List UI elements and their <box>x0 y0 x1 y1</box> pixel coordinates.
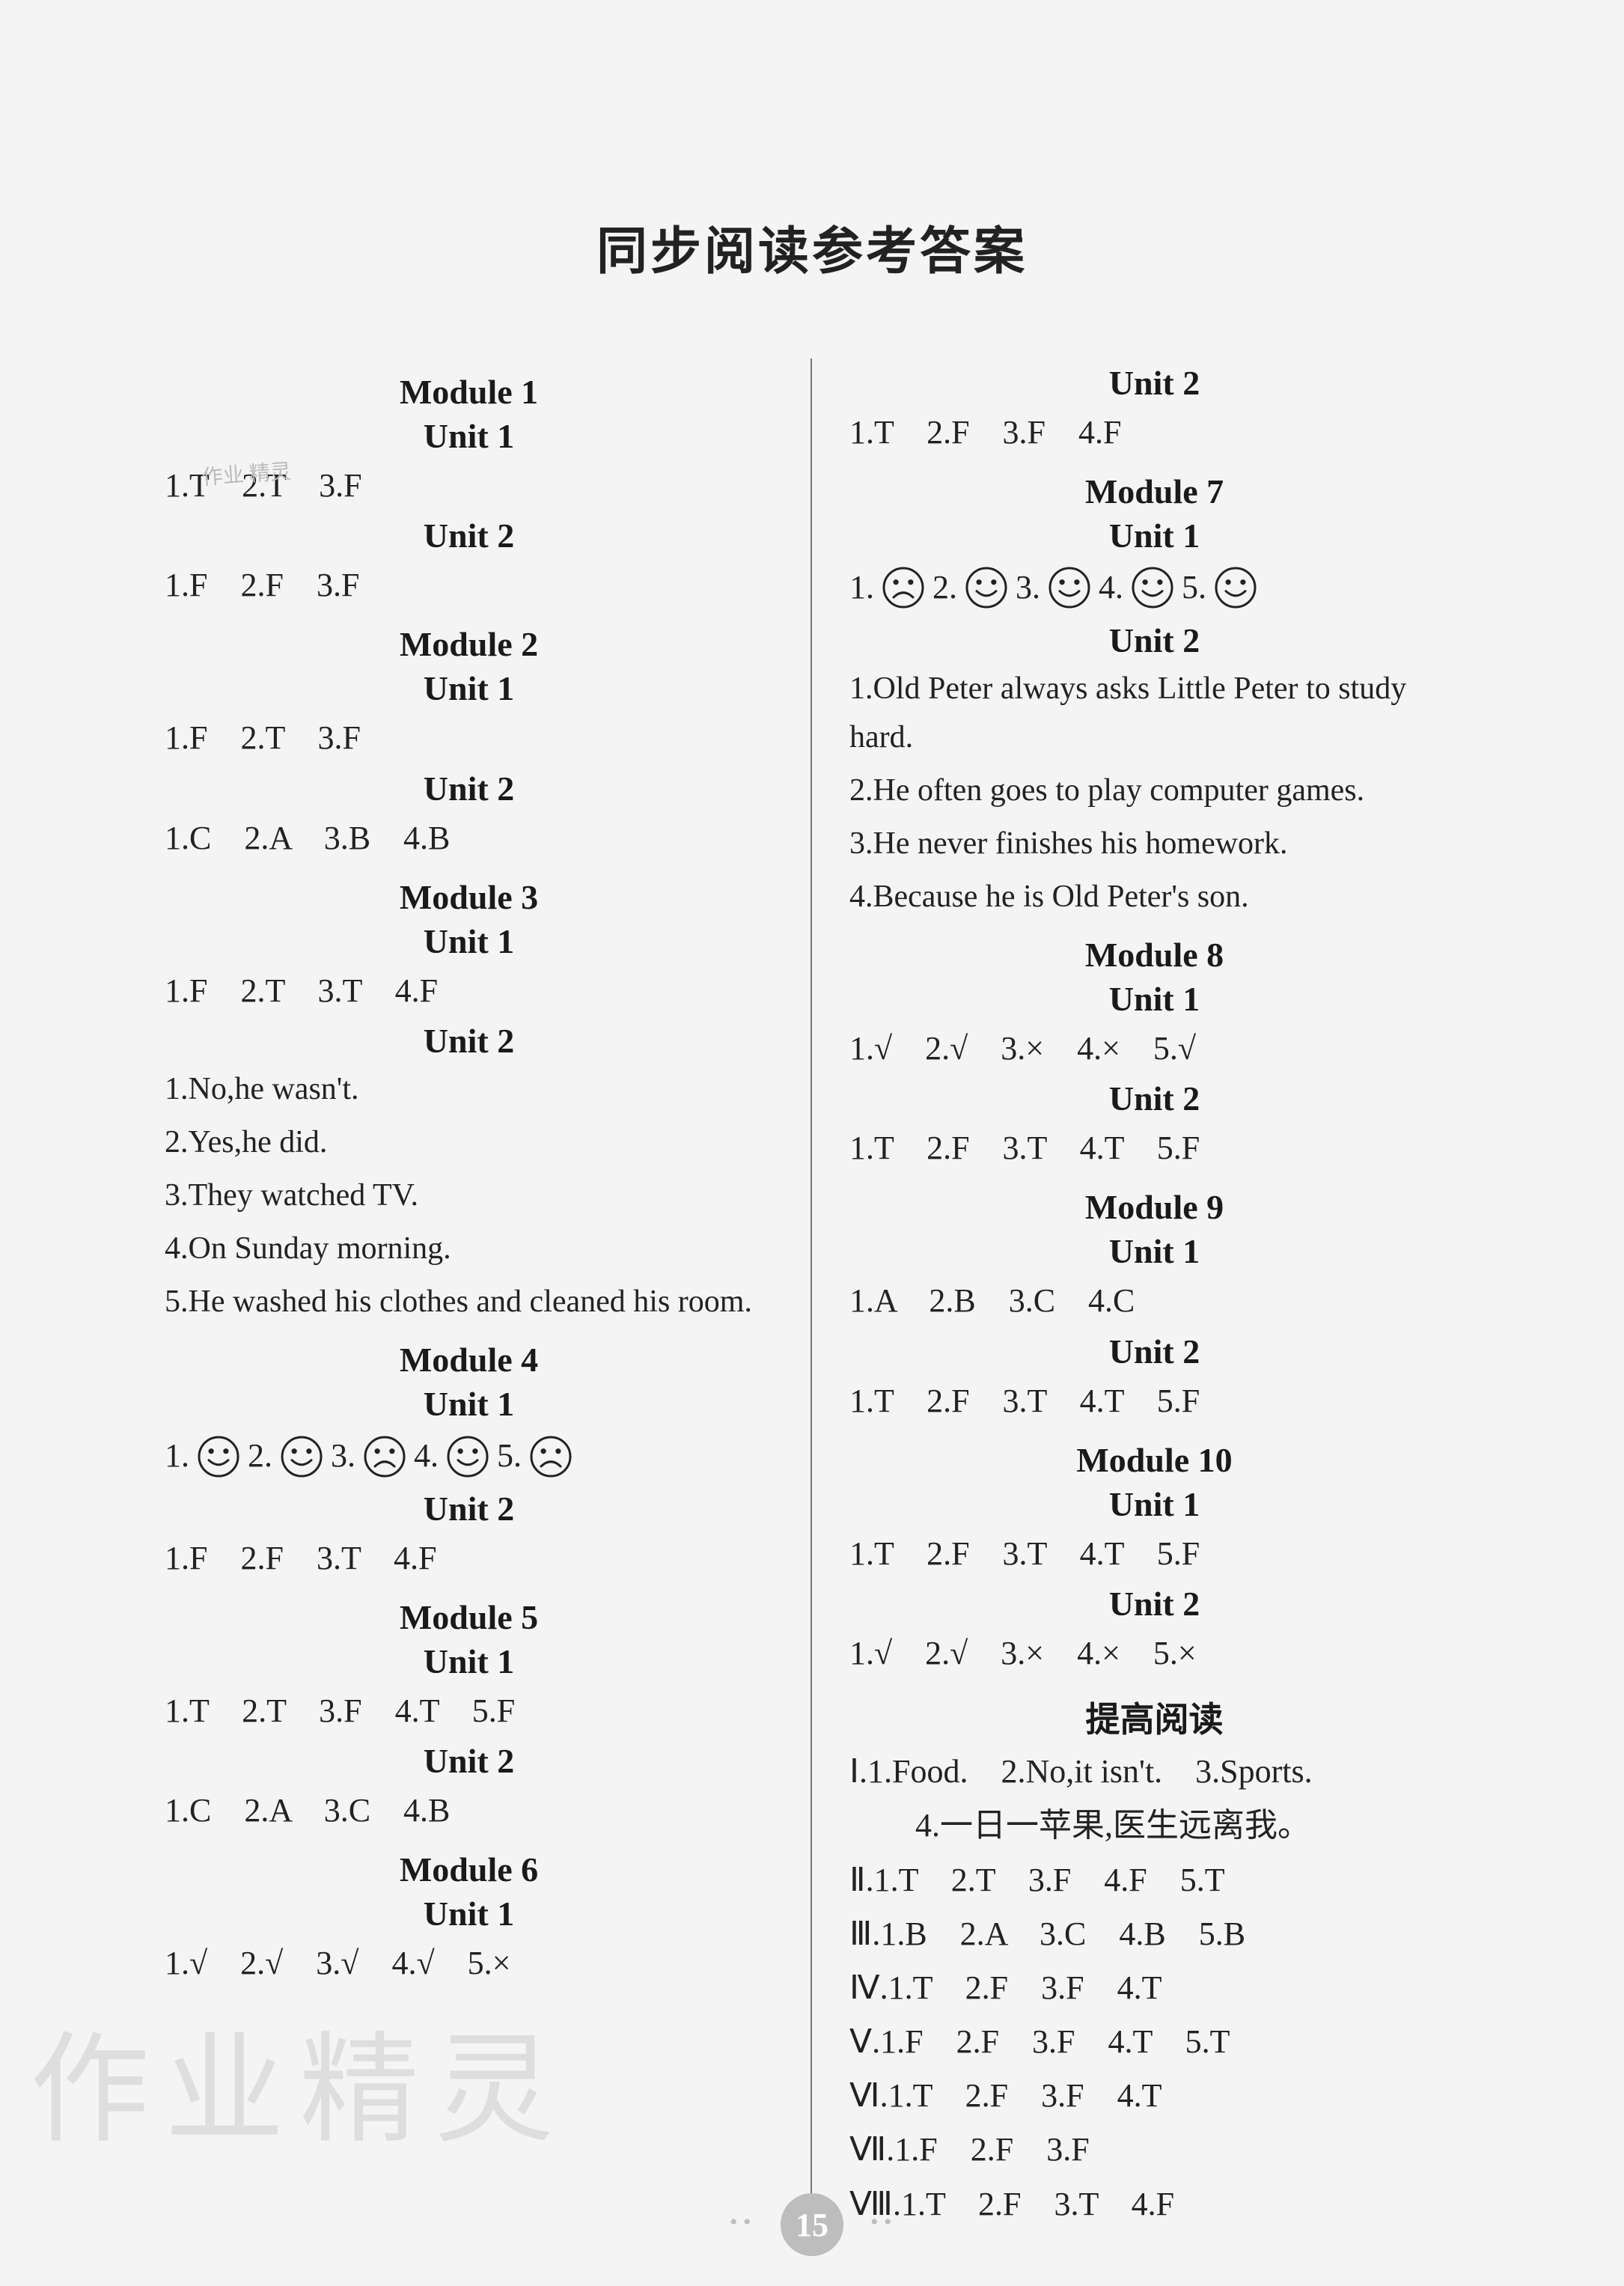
module-heading: Module 4 <box>165 1340 773 1380</box>
module-heading: Module 8 <box>849 935 1459 975</box>
unit-heading: Unit 2 <box>849 1332 1459 1371</box>
answer-sentence: 5.He washed his clothes and cleaned his … <box>165 1278 773 1326</box>
answer-row: 1.T 2.T 3.F 4.T 5.F <box>165 1686 773 1737</box>
sad-face-icon <box>882 566 925 609</box>
page-number-badge: 15 <box>781 2193 843 2256</box>
unit-heading: Unit 2 <box>165 769 773 808</box>
unit-heading: Unit 1 <box>165 668 773 708</box>
unit-heading: Unit 1 <box>165 1642 773 1681</box>
answer-row: Ⅱ.1.T 2.T 3.F 4.F 5.T <box>849 1855 1459 1906</box>
unit-heading: Unit 1 <box>165 1894 773 1933</box>
answer-row: 1.T 2.F 3.T 4.T 5.F <box>849 1123 1459 1174</box>
answer-row: Ⅰ.1.Food. 2.No,it isn't. 3.Sports. <box>849 1746 1459 1797</box>
module-heading: Module 7 <box>849 472 1459 511</box>
answer-sentence: 2.Yes,he did. <box>165 1118 773 1167</box>
face-answer-row: 1. 2. 3. 4. 5. <box>849 561 1459 614</box>
answer-row: 1.T 2.F 3.T 4.T 5.F <box>849 1528 1459 1579</box>
left-column: Module 1 Unit 1 1.T 2.T 3.F Unit 2 1.F 2… <box>142 359 812 2233</box>
answer-row: 1.√ 2.√ 3.√ 4.√ 5.× <box>165 1938 773 1989</box>
pagenum-dot-icon: • • <box>870 2210 892 2235</box>
unit-heading: Unit 2 <box>165 1021 773 1061</box>
right-column: Unit 2 1.T 2.F 3.F 4.F Module 7 Unit 1 1… <box>812 359 1482 2233</box>
answer-index: 1. <box>849 561 874 614</box>
smile-face-icon <box>197 1435 240 1478</box>
unit-heading: Unit 1 <box>849 1231 1459 1271</box>
answer-sentence: 4.On Sunday morning. <box>165 1225 773 1273</box>
answer-sentence: 1.No,he wasn't. <box>165 1065 773 1114</box>
module-heading: Module 1 <box>165 372 773 412</box>
answer-row: 1.C 2.A 3.C 4.B <box>165 1785 773 1836</box>
answer-row: Ⅳ.1.T 2.F 3.F 4.T <box>849 1963 1459 2014</box>
page: 同步阅读参考答案 作业 精灵 Module 1 Unit 1 1.T 2.T 3… <box>0 0 1624 2286</box>
section-heading: 提高阅读 <box>849 1692 1459 1742</box>
answer-row: Ⅶ.1.F 2.F 3.F <box>849 2124 1459 2175</box>
answer-row: Ⅴ.1.F 2.F 3.F 4.T 5.T <box>849 2017 1459 2067</box>
module-heading: Module 9 <box>849 1187 1459 1227</box>
answer-index: 5. <box>1182 561 1206 614</box>
unit-heading: Unit 1 <box>165 416 773 456</box>
module-heading: Module 2 <box>165 624 773 664</box>
page-title: 同步阅读参考答案 <box>142 210 1482 284</box>
answer-row: 1.F 2.T 3.F <box>165 713 773 763</box>
answer-row: Ⅲ.1.B 2.A 3.C 4.B 5.B <box>849 1909 1459 1960</box>
answer-sentence: 2.He often goes to play computer games. <box>849 766 1459 815</box>
module-heading: Module 10 <box>849 1440 1459 1480</box>
unit-heading: Unit 2 <box>165 1489 773 1528</box>
answer-row: Ⅵ.1.T 2.F 3.F 4.T <box>849 2070 1459 2121</box>
unit-heading: Unit 2 <box>849 1079 1459 1118</box>
answer-index: 4. <box>1099 561 1123 614</box>
answer-row: 1.√ 2.√ 3.× 4.× 5.× <box>849 1628 1459 1679</box>
columns: Module 1 Unit 1 1.T 2.T 3.F Unit 2 1.F 2… <box>142 359 1482 2233</box>
module-heading: Module 6 <box>165 1850 773 1889</box>
answer-index: 3. <box>1016 561 1040 614</box>
answer-index: 3. <box>331 1430 355 1482</box>
answer-sentence: 4.Because he is Old Peter's son. <box>849 873 1459 921</box>
answer-row: 1.T 2.F 3.T 4.T 5.F <box>849 1376 1459 1427</box>
answer-sentence: 3.He never finishes his homework. <box>849 820 1459 868</box>
answer-row: 4.一日一苹果,医生远离我。 <box>849 1800 1459 1851</box>
smile-face-icon <box>1131 566 1174 609</box>
answer-index: 4. <box>414 1430 439 1482</box>
answer-sentence: 1.Old Peter always asks Little Peter to … <box>849 665 1459 762</box>
face-answer-row: 1. 2. 3. 4. 5. <box>165 1430 773 1482</box>
answer-index: 1. <box>165 1430 189 1482</box>
smile-face-icon <box>1048 566 1091 609</box>
module-heading: Module 5 <box>165 1597 773 1637</box>
unit-heading: Unit 1 <box>165 921 773 961</box>
unit-heading: Unit 2 <box>165 516 773 555</box>
answer-row: 1.F 2.F 3.T 4.F <box>165 1533 773 1584</box>
answer-row: Ⅷ.1.T 2.F 3.T 4.F <box>849 2179 1459 2230</box>
unit-heading: Unit 2 <box>849 1584 1459 1624</box>
sad-face-icon <box>529 1435 573 1478</box>
answer-row: 1.F 2.F 3.F <box>165 560 773 611</box>
answer-index: 5. <box>497 1430 522 1482</box>
smile-face-icon <box>965 566 1008 609</box>
answer-index: 2. <box>248 1430 272 1482</box>
unit-heading: Unit 1 <box>165 1384 773 1424</box>
unit-heading: Unit 2 <box>849 363 1459 403</box>
answer-row: 1.F 2.T 3.T 4.F <box>165 966 773 1016</box>
sad-face-icon <box>363 1435 406 1478</box>
unit-heading: Unit 1 <box>849 516 1459 555</box>
smile-face-icon <box>280 1435 323 1478</box>
unit-heading: Unit 1 <box>849 1484 1459 1524</box>
answer-row: 1.√ 2.√ 3.× 4.× 5.√ <box>849 1023 1459 1074</box>
answer-row: 1.T 2.F 3.F 4.F <box>849 407 1459 458</box>
pagenum-dot-icon: • • <box>730 2210 751 2235</box>
answer-row: 1.A 2.B 3.C 4.C <box>849 1275 1459 1326</box>
module-heading: Module 3 <box>165 877 773 917</box>
answer-sentence: 3.They watched TV. <box>165 1171 773 1220</box>
unit-heading: Unit 2 <box>849 621 1459 660</box>
answer-row: 1.C 2.A 3.B 4.B <box>165 813 773 864</box>
unit-heading: Unit 1 <box>849 979 1459 1019</box>
unit-heading: Unit 2 <box>165 1741 773 1781</box>
smile-face-icon <box>446 1435 489 1478</box>
smile-face-icon <box>1214 566 1257 609</box>
answer-index: 2. <box>932 561 957 614</box>
